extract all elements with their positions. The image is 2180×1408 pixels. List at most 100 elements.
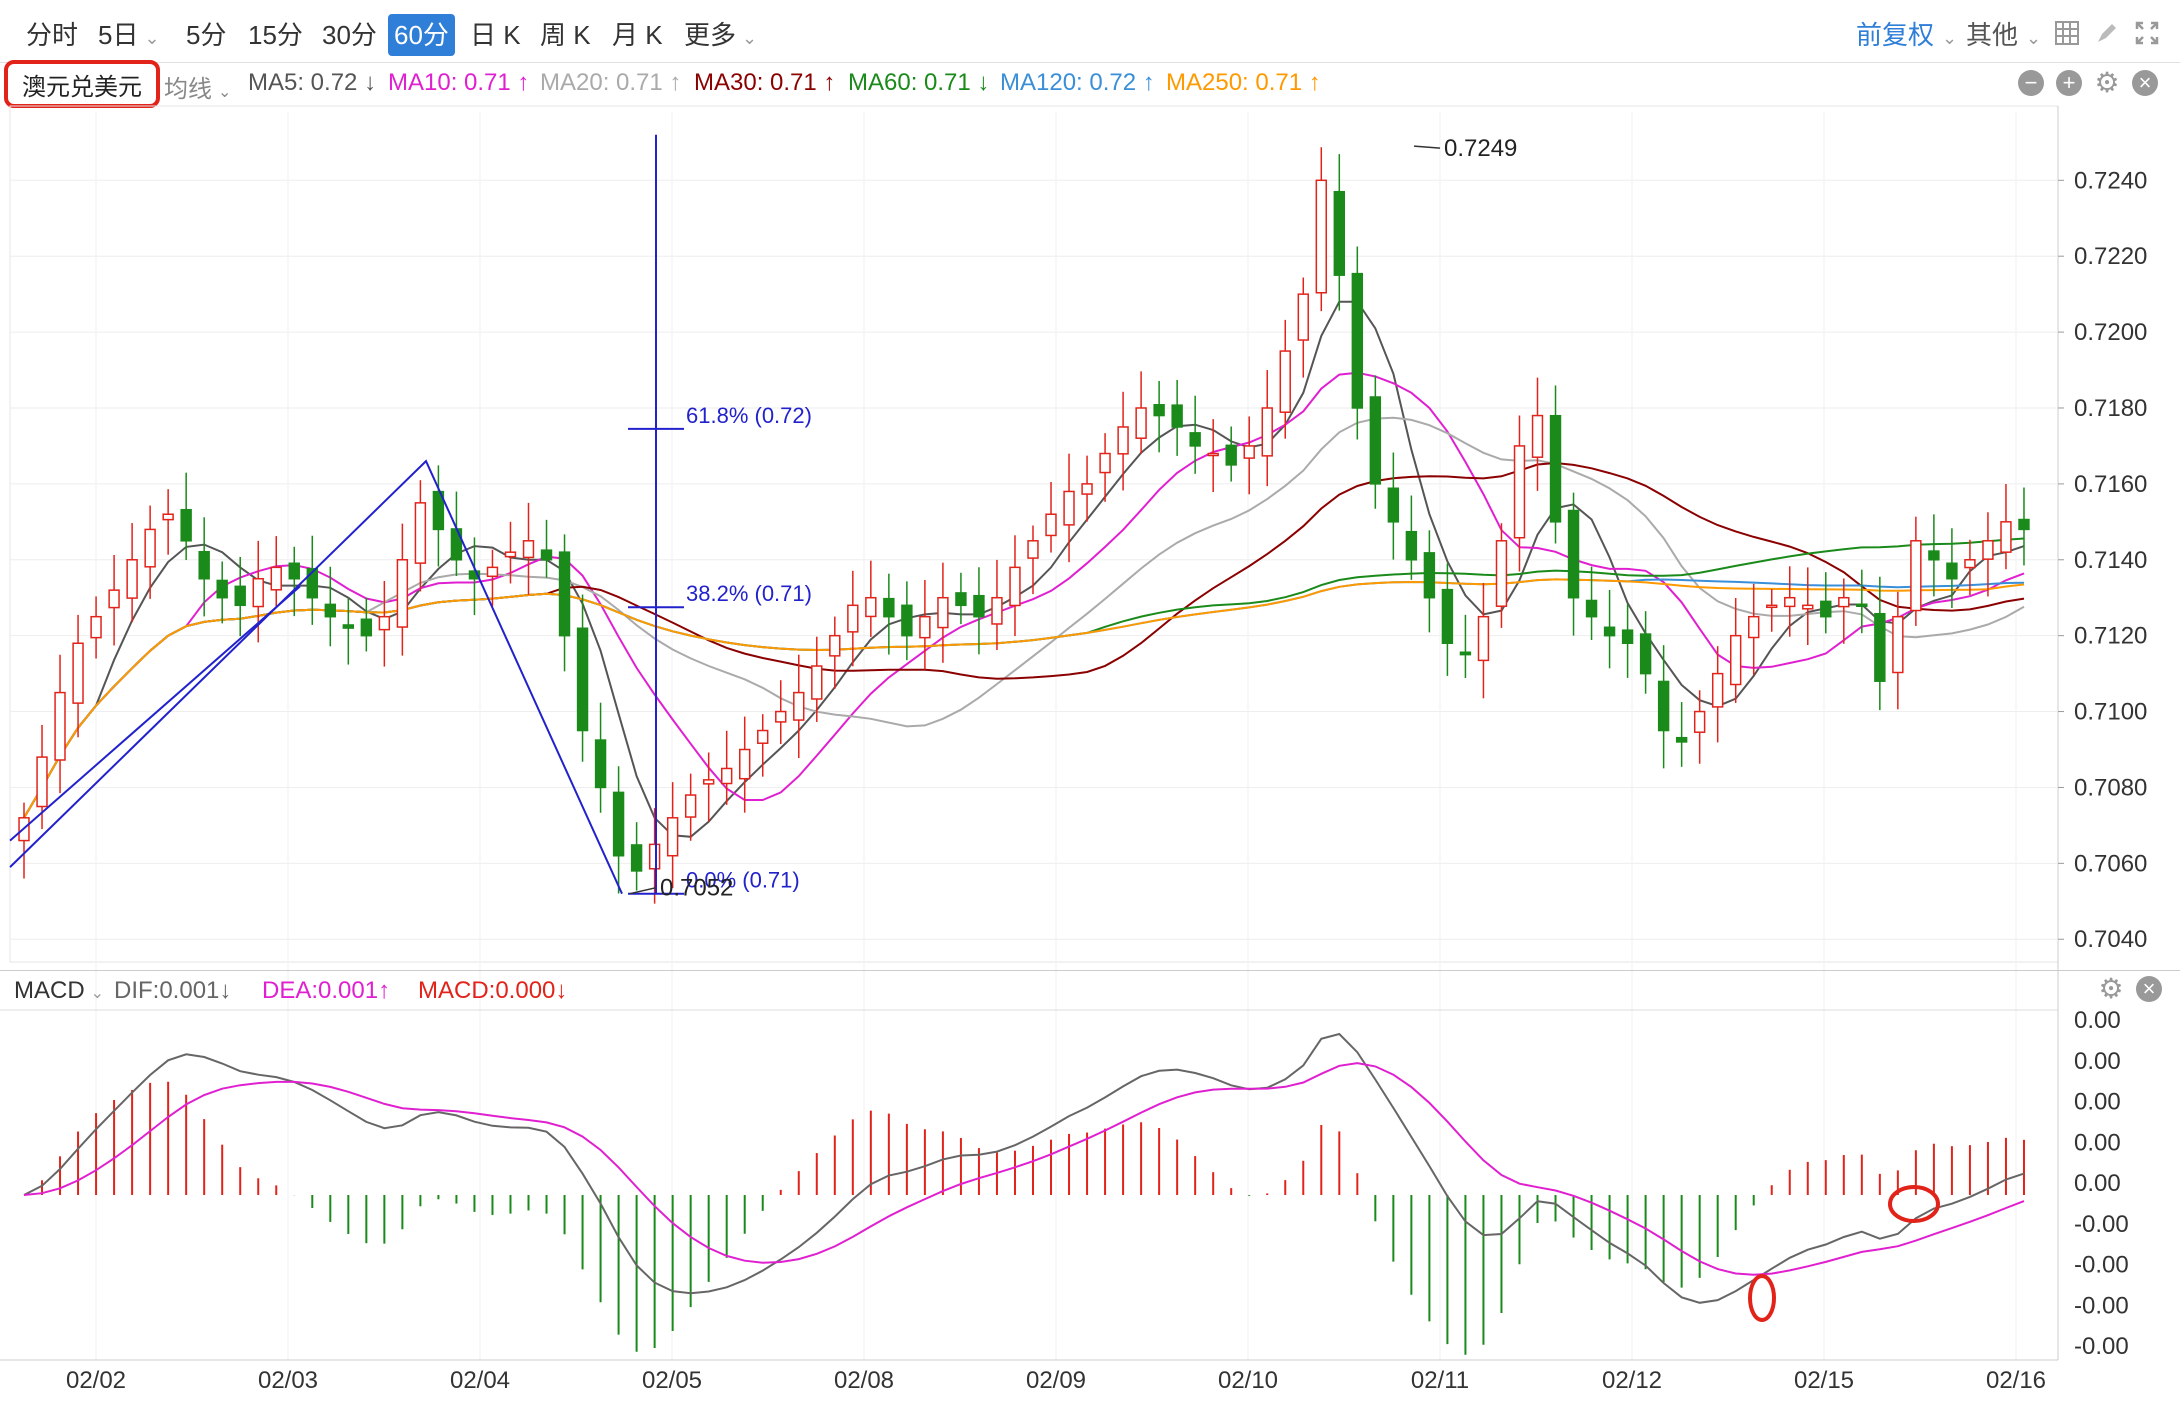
period-5day[interactable]: 5日 ⌄ <box>92 14 166 56</box>
candle-body <box>1099 452 1111 474</box>
fullscreen-icon[interactable] <box>2132 20 2162 50</box>
candle-body <box>720 767 733 785</box>
candle-body <box>522 540 535 559</box>
candle-body <box>1946 562 1958 580</box>
candle-body <box>1279 350 1291 413</box>
adjust-dropdown[interactable]: 前复权 ⌄ <box>1856 14 1957 56</box>
period-day-k[interactable]: 日 K <box>470 20 521 50</box>
macd-tick-label: -0.00 <box>2074 1333 2129 1360</box>
minus-icon[interactable]: − <box>2018 70 2044 96</box>
ma-legend: 均线 ⌄ MA5: 0.72 ↓ MA10: 0.71 ↑ MA20: 0.71 … <box>0 62 2180 107</box>
candle-body <box>2018 518 2030 531</box>
candle-body <box>324 603 337 618</box>
candle-body <box>360 618 373 637</box>
period-fenshi[interactable]: 分时 <box>26 20 79 50</box>
macd-value: MACD:0.000↓ <box>418 977 568 1004</box>
candle-body <box>432 490 445 531</box>
macd-indicator-dropdown[interactable]: MACD ⌄ <box>14 977 104 1005</box>
candle-body <box>1820 600 1832 618</box>
candle-body <box>1369 396 1382 485</box>
candle-body <box>1477 615 1490 662</box>
trend-line <box>9 585 301 842</box>
low-marker-label: 0.7052 <box>660 875 733 902</box>
candle-body <box>883 597 895 618</box>
dif-value: DIF:0.001↓ <box>114 977 232 1004</box>
candle-body <box>486 566 499 578</box>
period-more[interactable]: 更多 ⌄ <box>678 14 763 56</box>
candle-body <box>1928 550 1940 561</box>
candle-body <box>414 502 427 564</box>
candle-body <box>1675 736 1688 743</box>
grid-icon[interactable] <box>2052 20 2082 50</box>
time-tick-label: 02/04 <box>450 1367 510 1394</box>
candle-body <box>198 550 210 580</box>
time-tick-label: 02/12 <box>1602 1367 1662 1394</box>
macd-tick-label: -0.00 <box>2074 1252 2129 1279</box>
ma-line-ma5 <box>23 300 2025 838</box>
ma5-arrow: ↓ <box>364 69 377 96</box>
fib-label: 61.8% (0.72) <box>686 403 812 428</box>
candle-body <box>594 739 607 789</box>
candle-body <box>1802 604 1814 610</box>
ma20-value: MA20: 0.71 <box>540 69 663 96</box>
candle-body <box>1766 604 1778 609</box>
period-week-k[interactable]: 周 K <box>540 20 591 50</box>
gear-icon[interactable]: ⚙ <box>2098 973 2124 1004</box>
candle-body <box>1459 651 1472 656</box>
dea-value: DEA:0.001↑ <box>262 977 391 1004</box>
candle-body <box>1045 513 1057 537</box>
ma-type-dropdown[interactable]: 均线 ⌄ <box>164 69 231 104</box>
candle-body <box>1784 596 1796 608</box>
candle-body <box>1693 710 1706 733</box>
period-60min[interactable]: 60分 <box>388 14 455 56</box>
candle-body <box>630 844 643 872</box>
wave-line <box>9 459 623 895</box>
candle-body <box>847 604 859 633</box>
candle-body <box>1261 407 1273 457</box>
highlight-circle <box>1748 1274 1776 1322</box>
candle-body <box>1081 483 1093 495</box>
candle-body <box>1009 566 1021 607</box>
time-tick-label: 02/11 <box>1411 1367 1469 1394</box>
chevron-down-icon: ⌄ <box>218 84 232 101</box>
chevron-down-icon: ⌄ <box>742 28 758 48</box>
candle-body <box>1964 559 1976 569</box>
ma20-legend: MA20: 0.71 ↑ <box>540 69 681 97</box>
macd-tick-label: 0.00 <box>2074 1007 2121 1034</box>
ma-line-ma120 <box>23 578 2025 819</box>
candle-body <box>1423 552 1436 599</box>
period-15min[interactable]: 15分 <box>248 20 303 50</box>
candle-body <box>1387 487 1400 523</box>
candle-body <box>1171 404 1183 428</box>
other-dropdown[interactable]: 其他 ⌄ <box>1966 14 2041 56</box>
macd-tick-label: 0.00 <box>2074 1089 2121 1116</box>
other-label: 其他 <box>1966 20 2019 50</box>
macd-tick-label: 0.00 <box>2074 1129 2121 1156</box>
ma5-value: MA5: 0.72 <box>248 69 358 96</box>
price-tick-label: 0.7220 <box>2074 243 2147 270</box>
period-30min[interactable]: 30分 <box>322 20 377 50</box>
macd-name: MACD <box>14 977 85 1004</box>
candle-body <box>666 817 679 857</box>
candle-body <box>1585 599 1598 618</box>
candle-body <box>396 559 409 628</box>
ma5-legend: MA5: 0.72 ↓ <box>248 69 376 97</box>
candle-body <box>1603 626 1616 637</box>
ma60-value: MA60: 0.71 <box>848 69 971 96</box>
candle-body <box>1351 272 1364 409</box>
close-icon[interactable]: × <box>2136 976 2162 1002</box>
period-month-k[interactable]: 月 K <box>612 20 663 50</box>
close-icon[interactable]: × <box>2132 70 2158 96</box>
macd-tick-label: 0.00 <box>2074 1170 2121 1197</box>
candle-body <box>1153 404 1165 417</box>
gear-icon[interactable]: ⚙ <box>2094 67 2120 98</box>
candle-body <box>1513 445 1526 539</box>
period-5min[interactable]: 5分 <box>186 20 227 50</box>
pen-icon[interactable] <box>2092 20 2122 50</box>
candle-body <box>937 596 949 629</box>
candle-body <box>234 585 246 607</box>
candle-body <box>576 627 589 732</box>
plus-icon[interactable]: + <box>2056 70 2082 96</box>
ma-line-ma20 <box>23 416 2025 819</box>
